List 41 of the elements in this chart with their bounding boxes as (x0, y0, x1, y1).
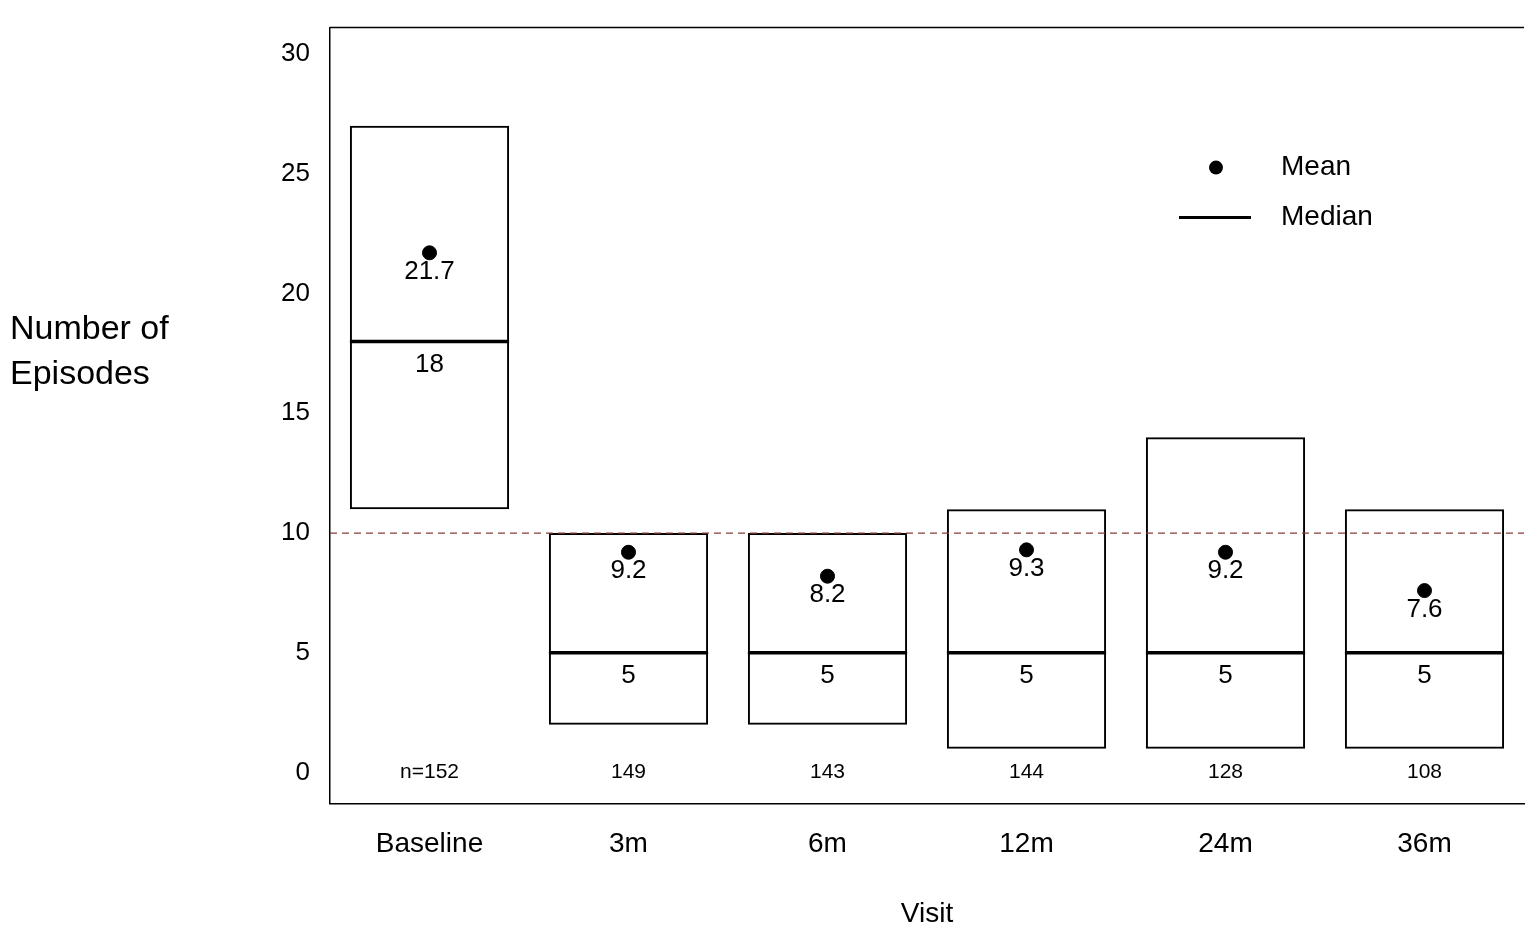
y-tick-label: 15 (281, 396, 310, 427)
text: 5 (1019, 659, 1034, 690)
x-tick-label: 24m (1198, 827, 1253, 859)
annotation: n=152 (400, 759, 459, 783)
annotation: 108 (1406, 759, 1443, 783)
data-label: 9.3 (1008, 552, 1045, 583)
text: 5 (621, 659, 636, 690)
x-tick-label: 6m (808, 827, 847, 859)
x-axis-title: Visit (900, 896, 954, 928)
text: 5 (1218, 659, 1233, 690)
point (820, 568, 835, 584)
point (1019, 542, 1034, 558)
y-tick-label: 5 (295, 636, 310, 667)
legend-label: Mean (1281, 150, 1352, 182)
point (1218, 544, 1233, 560)
text: 5 (820, 659, 835, 690)
x-tick-label: 12m (999, 827, 1054, 859)
annotation: 128 (1207, 759, 1244, 783)
text: 18 (415, 347, 444, 378)
text: 5 (1417, 659, 1432, 690)
point (621, 544, 636, 560)
x-tick-label: Baseline (375, 827, 484, 859)
point (1417, 583, 1432, 599)
data-label: 7.6 (1406, 592, 1443, 623)
annotation: 143 (809, 759, 846, 783)
data-label: 21.7 (404, 254, 455, 285)
annotation: 144 (1008, 759, 1045, 783)
legend-label: Median (1281, 200, 1373, 232)
data-label: 8.2 (809, 578, 846, 609)
y-tick-label: 25 (281, 156, 310, 187)
y-tick-label: 30 (281, 37, 310, 68)
x-tick-label: 36m (1397, 827, 1452, 859)
y-tick-label: 0 (295, 755, 310, 786)
x-tick-label: 3m (609, 827, 648, 859)
data-label: 9.2 (610, 554, 647, 585)
y-axis-title: Number of Episodes (10, 307, 170, 393)
annotation: 149 (610, 759, 647, 783)
data-label: 9.2 (1207, 554, 1244, 585)
point (422, 245, 437, 261)
y-tick-label: 10 (281, 516, 310, 547)
y-tick-label: 20 (281, 276, 310, 307)
